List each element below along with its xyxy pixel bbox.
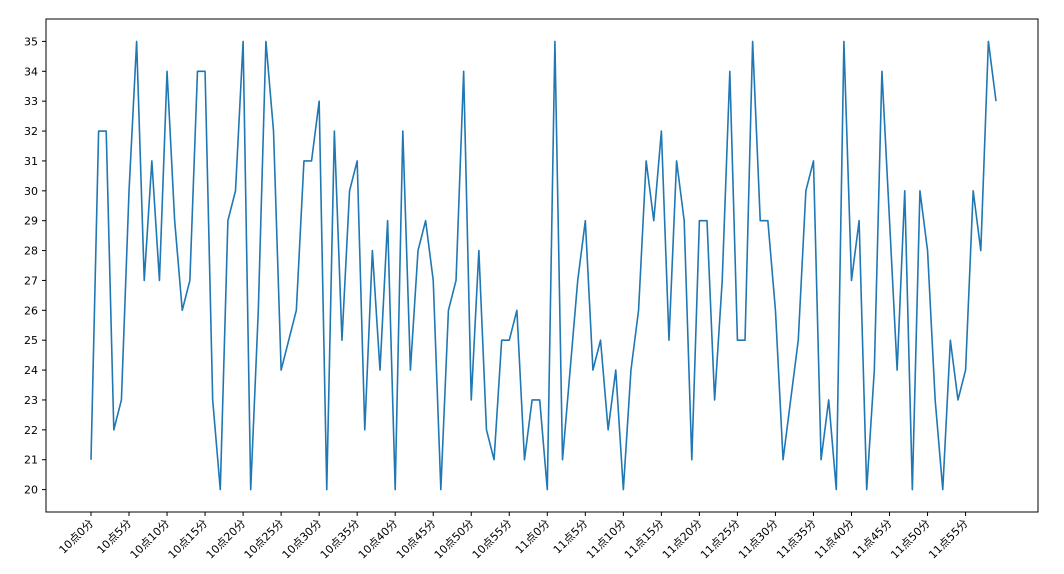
y-tick-label: 24 [24,364,38,377]
y-tick-label: 35 [24,35,38,48]
y-tick-label: 26 [24,304,38,317]
x-tick-label: 10点50分 [432,517,477,562]
x-tick-label: 11点15分 [622,517,667,562]
y-tick-label: 27 [24,274,38,287]
x-tick-label: 10点15分 [166,517,211,562]
y-tick-label: 28 [24,245,38,258]
y-tick-label: 33 [24,95,38,108]
x-tick-label: 11点55分 [926,517,971,562]
x-tick-label: 11点30分 [736,517,781,562]
x-tick-label: 11点40分 [812,517,857,562]
x-tick-label: 11点10分 [584,517,629,562]
x-tick-label: 10点40分 [356,517,401,562]
y-tick-label: 31 [24,155,38,168]
series-group [90,40,997,491]
x-tick-label: 11点50分 [888,517,933,562]
y-tick-label: 34 [24,65,38,78]
x-tick-label: 10点30分 [280,517,325,562]
y-tick-label: 30 [24,185,38,198]
x-tick-label: 11点0分 [513,517,553,557]
x-tick-label: 11点45分 [850,517,895,562]
x-tick-label: 10点55分 [470,517,515,562]
y-tick-label: 20 [24,484,38,497]
x-tick-label: 10点10分 [128,517,173,562]
x-tick-label: 10点35分 [318,517,363,562]
x-tick-label: 10点0分 [57,517,97,557]
x-tick-label: 11点25分 [698,517,743,562]
y-tick-label: 23 [24,394,38,407]
x-tick-label: 11点35分 [774,517,819,562]
x-tick-label: 10点45分 [394,517,439,562]
y-tick-label: 21 [24,454,38,467]
y-tick-label: 22 [24,424,38,437]
y-axis: 20 21 22 23 24 25 26 27 28 29 30 31 32 33 34 35 [24,35,46,497]
x-tick-label: 11点20分 [660,517,705,562]
x-tick-label: 10点20分 [204,517,249,562]
y-tick-label: 25 [24,334,38,347]
y-tick-label: 32 [24,125,38,138]
y-tick-label: 29 [24,215,38,228]
series-line [90,40,997,491]
plot-area [45,18,1039,513]
x-tick-label: 10点25分 [242,517,287,562]
x-axis: 10点0分10点5分10点10分10点15分10点20分10点25分10点30分… [57,512,971,561]
